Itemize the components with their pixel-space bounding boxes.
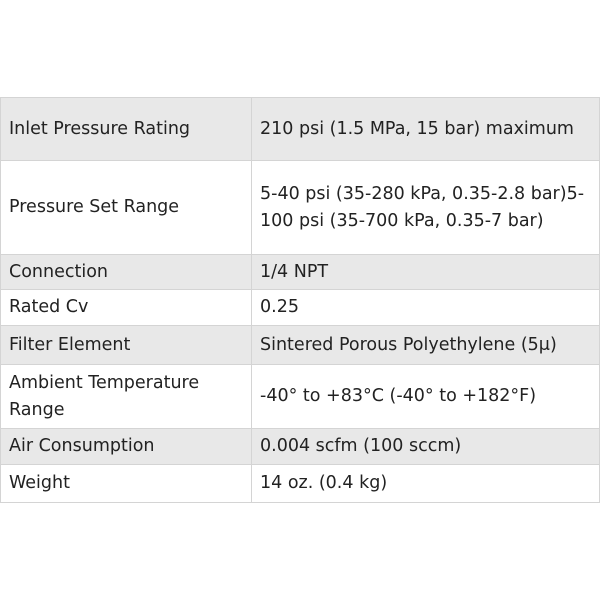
- spec-value: 14 oz. (0.4 kg): [251, 464, 600, 503]
- spec-value: Sintered Porous Polyethylene (5μ): [251, 325, 600, 365]
- spec-label: Ambient Temperature Range: [0, 364, 252, 429]
- spec-label: Connection: [0, 254, 252, 290]
- spec-table: Inlet Pressure Rating 210 psi (1.5 MPa, 1…: [0, 97, 600, 503]
- spec-body: Inlet Pressure Rating 210 psi (1.5 MPa, 1…: [0, 97, 600, 503]
- spec-row: Pressure Set Range 5-40 psi (35-280 kPa, …: [0, 160, 600, 255]
- spec-label: Rated Cv: [0, 289, 252, 326]
- spec-row: Inlet Pressure Rating 210 psi (1.5 MPa, 1…: [0, 97, 600, 161]
- spec-value: 0.25: [251, 289, 600, 326]
- spec-label: Pressure Set Range: [0, 160, 252, 255]
- spec-row: Weight 14 oz. (0.4 kg): [0, 464, 600, 503]
- spec-label: Filter Element: [0, 325, 252, 365]
- spec-row: Ambient Temperature Range -40° to +83°C (…: [0, 364, 600, 429]
- spec-value: -40° to +83°C (-40° to +182°F): [251, 364, 600, 429]
- spec-row: Rated Cv 0.25: [0, 289, 600, 326]
- spec-value: 210 psi (1.5 MPa, 15 bar) maximum: [251, 97, 600, 161]
- spec-row: Connection 1/4 NPT: [0, 254, 600, 290]
- spec-label: Inlet Pressure Rating: [0, 97, 252, 161]
- spec-label: Air Consumption: [0, 428, 252, 465]
- spec-value: 1/4 NPT: [251, 254, 600, 290]
- spec-label: Weight: [0, 464, 252, 503]
- spec-value: 0.004 scfm (100 sccm): [251, 428, 600, 465]
- spec-value: 5-40 psi (35-280 kPa, 0.35-2.8 bar)5-100…: [251, 160, 600, 255]
- spec-row: Filter Element Sintered Porous Polyethyle…: [0, 325, 600, 365]
- spec-row: Air Consumption 0.004 scfm (100 sccm): [0, 428, 600, 465]
